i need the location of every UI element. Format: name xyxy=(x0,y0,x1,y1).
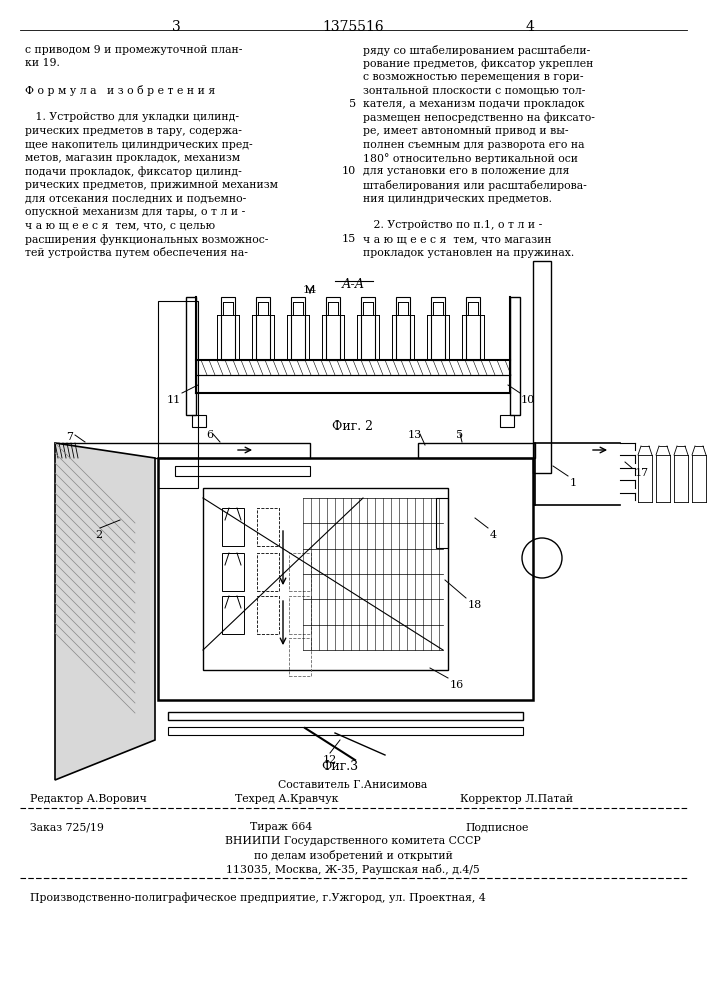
Text: 2. Устройство по п.1, о т л и -: 2. Устройство по п.1, о т л и - xyxy=(363,221,542,231)
Text: полнен съемным для разворота его на: полнен съемным для разворота его на xyxy=(363,139,585,149)
Text: Заказ 725/19: Заказ 725/19 xyxy=(30,822,104,832)
Bar xyxy=(510,297,520,415)
Text: 1: 1 xyxy=(570,478,577,488)
Bar xyxy=(533,261,551,473)
Text: 5: 5 xyxy=(457,430,464,440)
Text: рических предметов в тару, содержа-: рических предметов в тару, содержа- xyxy=(25,126,242,136)
Bar xyxy=(168,727,523,735)
Text: 13: 13 xyxy=(408,430,422,440)
Text: опускной механизм для тары, о т л и -: опускной механизм для тары, о т л и - xyxy=(25,207,245,217)
Text: 18: 18 xyxy=(468,600,482,610)
Bar xyxy=(289,553,311,591)
Text: Составитель Г.Анисимова: Составитель Г.Анисимова xyxy=(279,780,428,790)
Text: для установки его в положение для: для установки его в положение для xyxy=(363,166,569,176)
Bar xyxy=(431,297,445,360)
Text: Ф о р м у л а   и з о б р е т е н и я: Ф о р м у л а и з о б р е т е н и я xyxy=(25,86,215,97)
Text: штабелирования или расштабелирова-: штабелирования или расштабелирова- xyxy=(363,180,587,191)
Bar xyxy=(158,301,198,488)
Bar xyxy=(221,297,235,360)
Text: с возможностью перемещения в гори-: с возможностью перемещения в гори- xyxy=(363,72,583,82)
Text: Тираж 664: Тираж 664 xyxy=(250,822,312,832)
Bar xyxy=(361,297,375,360)
Text: 113035, Москва, Ж-35, Раушская наб., д.4/5: 113035, Москва, Ж-35, Раушская наб., д.4… xyxy=(226,864,480,875)
Text: тей устройства путем обеспечения на-: тей устройства путем обеспечения на- xyxy=(25,247,248,258)
Text: метов, магазин прокладок, механизм: метов, магазин прокладок, механизм xyxy=(25,153,240,163)
Text: 1. Устройство для укладки цилинд-: 1. Устройство для укладки цилинд- xyxy=(25,112,239,122)
Text: 2: 2 xyxy=(95,530,102,540)
Bar xyxy=(466,297,480,360)
Text: ч а ю щ е е с я  тем, что, с целью: ч а ю щ е е с я тем, что, с целью xyxy=(25,221,215,231)
Text: кателя, а механизм подачи прокладок: кателя, а механизм подачи прокладок xyxy=(363,99,585,109)
Bar xyxy=(192,415,206,427)
Bar xyxy=(326,297,340,360)
Bar xyxy=(256,297,270,360)
Text: 15: 15 xyxy=(341,234,356,244)
Bar xyxy=(222,596,244,634)
Text: ре, имеет автономный привод и вы-: ре, имеет автономный привод и вы- xyxy=(363,126,568,136)
Text: для отсекания последних и подъемно-: для отсекания последних и подъемно- xyxy=(25,194,246,204)
Bar xyxy=(418,443,535,458)
Text: размещен непосредственно на фиксато-: размещен непосредственно на фиксато- xyxy=(363,112,595,123)
Text: 10: 10 xyxy=(341,166,356,176)
Bar xyxy=(222,553,244,591)
Text: Подписное: Подписное xyxy=(465,822,528,832)
Text: щее накопитель цилиндрических пред-: щее накопитель цилиндрических пред- xyxy=(25,139,252,149)
Text: рических предметов, прижимной механизм: рических предметов, прижимной механизм xyxy=(25,180,278,190)
Text: ки 19.: ки 19. xyxy=(25,58,60,68)
Text: Производственно-полиграфическое предприятие, г.Ужгород, ул. Проектная, 4: Производственно-полиграфическое предприя… xyxy=(30,892,486,903)
Bar xyxy=(168,712,523,720)
Text: 4: 4 xyxy=(490,530,497,540)
Text: Фиг.3: Фиг.3 xyxy=(322,760,358,773)
Text: Техред А.Кравчук: Техред А.Кравчук xyxy=(235,794,339,804)
Text: 6: 6 xyxy=(206,430,214,440)
Text: ряду со штабелированием расштабели-: ряду со штабелированием расштабели- xyxy=(363,45,590,56)
Bar xyxy=(55,443,310,458)
Text: по делам изобретений и открытий: по делам изобретений и открытий xyxy=(254,850,452,861)
Text: 7: 7 xyxy=(66,432,74,442)
Text: 10: 10 xyxy=(521,395,535,405)
Bar xyxy=(289,638,311,676)
Text: 3: 3 xyxy=(172,20,180,34)
Text: прокладок установлен на пружинах.: прокладок установлен на пружинах. xyxy=(363,247,574,257)
Bar xyxy=(436,498,448,548)
Text: 180° относительно вертикальной оси: 180° относительно вертикальной оси xyxy=(363,153,578,164)
Text: подачи прокладок, фиксатор цилинд-: подачи прокладок, фиксатор цилинд- xyxy=(25,166,242,177)
Text: 5: 5 xyxy=(349,99,356,109)
Text: 14: 14 xyxy=(303,285,317,295)
Text: Редактор А.Ворович: Редактор А.Ворович xyxy=(30,794,147,804)
Bar xyxy=(186,297,196,415)
Bar xyxy=(222,508,244,546)
Text: 12: 12 xyxy=(323,755,337,765)
Bar xyxy=(158,458,533,700)
Bar xyxy=(257,596,279,634)
Text: с приводом 9 и промежуточной план-: с приводом 9 и промежуточной план- xyxy=(25,45,243,55)
Text: А-А: А-А xyxy=(341,278,365,291)
Text: рование предметов, фиксатор укреплен: рование предметов, фиксатор укреплен xyxy=(363,58,593,69)
Bar xyxy=(291,297,305,360)
Bar xyxy=(257,553,279,591)
Text: ния цилиндрических предметов.: ния цилиндрических предметов. xyxy=(363,194,552,204)
Text: 16: 16 xyxy=(450,680,464,690)
Text: Фиг. 2: Фиг. 2 xyxy=(332,420,373,433)
Bar xyxy=(500,415,514,427)
Text: расширения функциональных возможнос-: расширения функциональных возможнос- xyxy=(25,234,269,245)
Text: ч а ю щ е е с я  тем, что магазин: ч а ю щ е е с я тем, что магазин xyxy=(363,234,551,244)
Text: 4: 4 xyxy=(525,20,534,34)
Text: 1375516: 1375516 xyxy=(322,20,384,34)
Bar xyxy=(175,466,310,476)
Bar xyxy=(203,488,448,670)
Text: 17: 17 xyxy=(635,468,649,478)
Text: Корректор Л.Патай: Корректор Л.Патай xyxy=(460,794,573,804)
Bar xyxy=(396,297,410,360)
Bar xyxy=(257,508,279,546)
Polygon shape xyxy=(55,443,155,780)
Text: ВНИИПИ Государственного комитета СССР: ВНИИПИ Государственного комитета СССР xyxy=(225,836,481,846)
Text: зонтальной плоскости с помощью тол-: зонтальной плоскости с помощью тол- xyxy=(363,86,585,96)
Bar xyxy=(289,596,311,634)
Text: 11: 11 xyxy=(167,395,181,405)
